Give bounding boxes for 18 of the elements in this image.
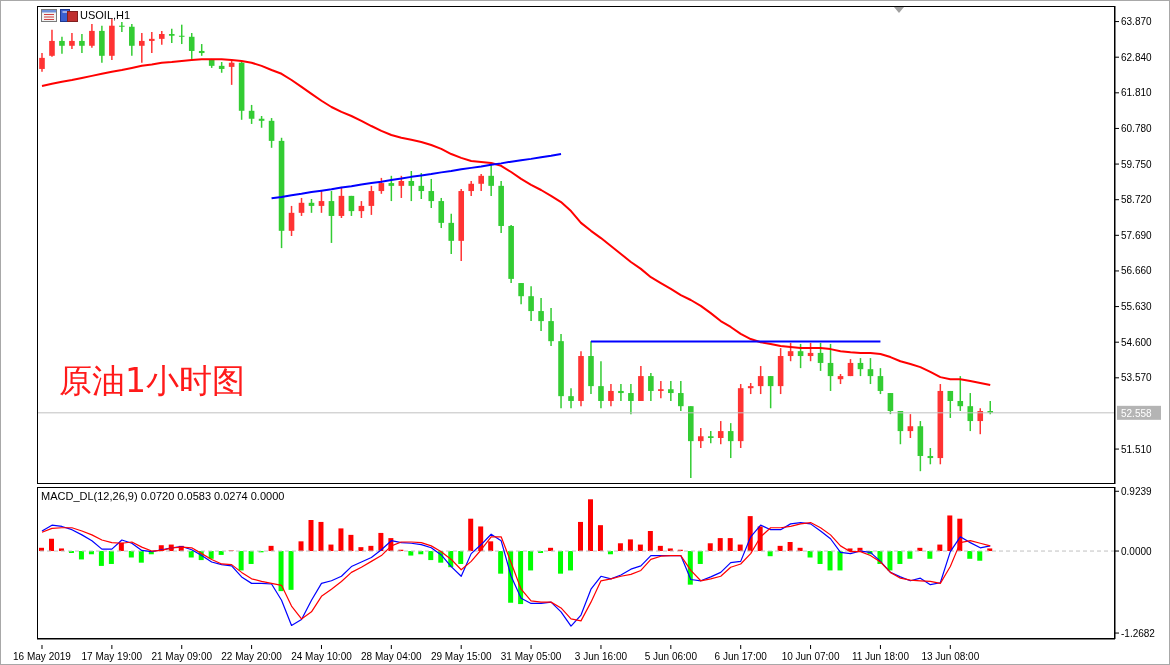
- x-tick-label: 10 Jun 07:00: [781, 651, 840, 662]
- y-tick-label: -1.2682: [1121, 627, 1156, 639]
- x-tick-label: 3 Jun 16:00: [574, 651, 628, 662]
- x-tick-label: 6 Jun 17:00: [714, 651, 768, 662]
- y-tick-label: 0.9239: [1121, 485, 1153, 497]
- x-tick-label: 16 May 2019: [13, 651, 72, 662]
- x-tick-label: 21 May 09:00: [151, 651, 213, 662]
- x-tick-label: 13 Jun 08:00: [921, 651, 980, 662]
- x-tick-label: 22 May 20:00: [221, 651, 283, 662]
- x-tick-label: 17 May 19:00: [81, 651, 143, 662]
- x-tick-label: 31 May 05:00: [500, 651, 562, 662]
- x-tick-label: 11 Jun 18:00: [851, 651, 910, 662]
- x-tick-label: 24 May 10:00: [291, 651, 353, 662]
- x-tick-label: 5 Jun 06:00: [644, 651, 698, 662]
- x-tick-label: 28 May 04:00: [361, 651, 423, 662]
- x-tick-label: 29 May 15:00: [430, 651, 492, 662]
- chart-title: MACD_DL(12,26,9) 0.0720 0.0583 0.0274 0.0000: [41, 489, 285, 503]
- y-tick-label: 0.0000: [1121, 545, 1153, 557]
